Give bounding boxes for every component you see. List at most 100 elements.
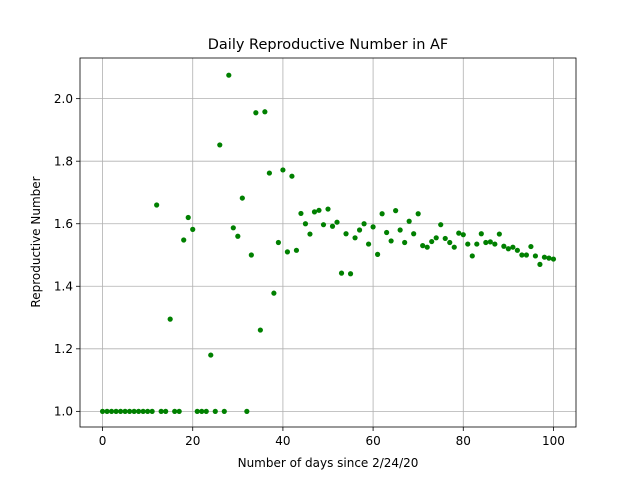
data-point	[208, 352, 214, 358]
data-point	[523, 252, 530, 258]
data-point	[163, 408, 169, 414]
data-point	[420, 243, 426, 249]
plot-frame	[79, 57, 577, 428]
grid-lines	[80, 58, 576, 427]
x-tick-label: 60	[365, 434, 380, 448]
data-point	[451, 244, 457, 250]
data-point	[375, 251, 381, 257]
data-point	[113, 408, 119, 414]
data-point	[456, 230, 462, 236]
x-tick-label: 20	[185, 434, 200, 448]
data-point	[505, 246, 511, 252]
data-point	[379, 211, 385, 217]
data-point	[411, 231, 417, 237]
data-point	[172, 408, 178, 414]
x-tick-label: 40	[275, 434, 290, 448]
data-point	[393, 208, 399, 214]
data-point	[424, 244, 430, 250]
data-point	[415, 211, 421, 217]
data-point	[280, 167, 286, 173]
data-point	[190, 226, 196, 232]
data-point	[334, 219, 340, 225]
data-point	[343, 231, 349, 237]
data-point	[469, 253, 475, 259]
y-tick-label: 1.6	[54, 217, 73, 231]
data-point	[289, 173, 295, 179]
x-tick-label: 0	[99, 434, 107, 448]
data-point	[244, 408, 250, 414]
data-point	[239, 195, 245, 201]
data-point	[212, 408, 218, 414]
data-point	[465, 241, 471, 247]
data-point	[154, 202, 160, 208]
data-point	[199, 408, 205, 414]
data-point	[537, 261, 543, 267]
y-tick-label: 1.8	[54, 154, 73, 168]
data-point	[181, 237, 187, 243]
data-point	[541, 254, 548, 260]
data-point	[442, 235, 448, 242]
data-point	[429, 238, 435, 245]
data-point	[320, 222, 327, 228]
data-point	[149, 408, 155, 414]
data-point	[136, 408, 142, 414]
data-point	[167, 316, 173, 322]
data-point	[550, 256, 557, 262]
y-tick-label: 1.0	[54, 405, 73, 419]
data-point	[397, 227, 403, 233]
y-tick-label: 2.0	[54, 92, 73, 106]
axis-ticks: 0 20 40 60 80 100 1.0 1.2 1.4 1.6 1.8 2.0	[54, 92, 565, 448]
data-point	[185, 214, 191, 221]
data-point	[352, 235, 358, 241]
data-point	[474, 241, 480, 247]
data-point	[532, 253, 539, 259]
data-point	[221, 408, 227, 414]
data-point	[356, 227, 363, 233]
data-point	[311, 209, 318, 215]
data-point	[194, 408, 200, 414]
data-point	[230, 225, 236, 231]
data-point	[338, 270, 345, 276]
data-point	[122, 408, 128, 414]
data-point	[145, 408, 151, 414]
y-tick-label: 1.2	[54, 342, 73, 356]
data-point	[501, 243, 507, 249]
data-point	[284, 249, 291, 255]
data-point	[104, 408, 110, 414]
data-point	[487, 239, 493, 245]
data-point	[347, 271, 354, 277]
data-point	[406, 218, 412, 224]
data-point	[257, 327, 263, 333]
data-point	[131, 408, 137, 414]
data-point	[496, 231, 502, 237]
data-point	[302, 221, 309, 227]
data-point	[235, 233, 241, 239]
data-point	[271, 290, 277, 296]
x-tick-label: 100	[542, 434, 565, 448]
data-point	[514, 247, 520, 253]
data-point	[528, 243, 534, 250]
data-point	[546, 255, 552, 261]
data-point	[460, 232, 466, 238]
data-point	[492, 241, 498, 247]
data-point	[307, 231, 313, 237]
data-points	[99, 72, 557, 414]
data-point	[370, 224, 376, 230]
data-point	[99, 408, 106, 414]
data-point	[433, 235, 439, 241]
data-point	[203, 408, 209, 414]
data-point	[384, 229, 390, 236]
data-point	[447, 239, 453, 246]
data-point	[402, 239, 408, 246]
data-point	[438, 222, 444, 228]
data-point	[108, 408, 115, 414]
data-point	[478, 231, 484, 237]
data-point	[293, 247, 300, 253]
data-point	[329, 223, 336, 229]
data-point	[140, 408, 146, 414]
data-point	[217, 142, 223, 148]
data-point	[483, 239, 489, 246]
data-point	[365, 241, 372, 247]
data-point	[248, 252, 254, 258]
data-point	[262, 109, 268, 115]
